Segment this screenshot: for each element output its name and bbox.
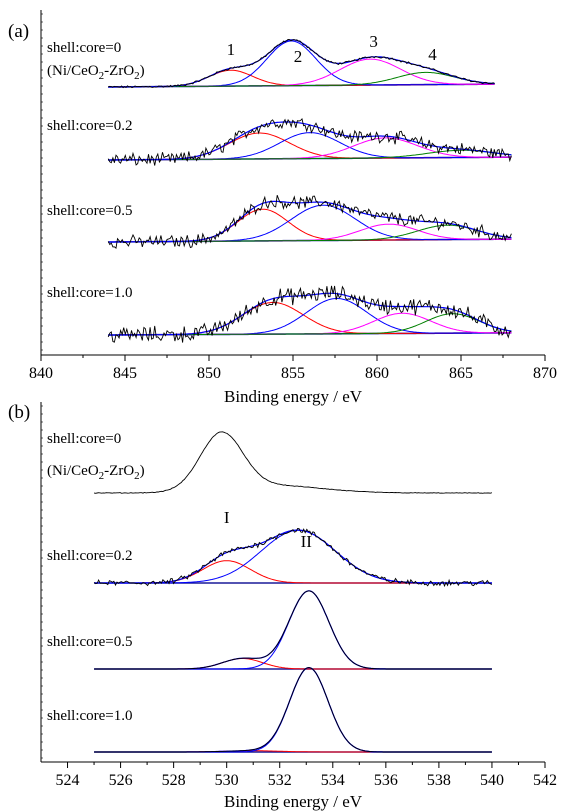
- x-tick-label: 538: [427, 772, 451, 789]
- peak-label-1: 1: [227, 40, 236, 59]
- envelope-fit: [108, 200, 512, 243]
- peak-label-3: 3: [369, 32, 378, 51]
- spectrum-label: shell:core=0.5: [47, 203, 133, 219]
- peak-label-I: I: [224, 508, 230, 527]
- spectrum-4: shell:core=1.0: [47, 666, 492, 753]
- raw-spectrum: [108, 39, 495, 89]
- x-tick-label: 870: [533, 365, 557, 382]
- x-axis-title: Binding energy / eV: [224, 387, 363, 406]
- fit-component-1: [108, 301, 512, 336]
- x-tick-label: 860: [365, 365, 389, 382]
- x-tick-label: 840: [29, 365, 53, 382]
- peak-label-2: 2: [294, 47, 303, 66]
- spectrum-label: shell:core=0.2: [47, 118, 133, 134]
- spectrum-label: shell:core=0: [47, 40, 121, 56]
- x-tick-label: 524: [56, 772, 80, 789]
- panel-label: (b): [8, 402, 30, 423]
- raw-spectrum: [107, 285, 512, 343]
- sample-label: (Ni/CeO2-ZrO2): [47, 63, 145, 82]
- x-tick-label: 530: [215, 772, 239, 789]
- peak-label-II: II: [301, 532, 313, 551]
- fit-component-1: [94, 560, 492, 584]
- panel-b: (b) 524 526 528 530 532 534 536 538 540 542 Binding…: [8, 402, 557, 811]
- spectrum-2: shell:core=0.2: [47, 528, 493, 588]
- sample-label: (Ni/CeO2-ZrO2): [47, 463, 145, 482]
- spectrum-label: shell:core=0.2: [47, 548, 133, 564]
- fit-component-2: [108, 298, 512, 336]
- fit-component-1: [94, 658, 492, 670]
- spectrum-4: shell:core=1.0: [47, 285, 512, 343]
- spectrum-3: shell:core=0.5: [47, 195, 512, 249]
- spectrum-2: shell:core=0.2: [47, 117, 512, 166]
- spectrum-1: shell:core=0 (Ni/CeO2-ZrO2): [47, 39, 495, 89]
- spectrum-label: shell:core=1.0: [47, 285, 133, 301]
- x-tick-label: 526: [109, 772, 133, 789]
- fit-component-2: [94, 667, 492, 753]
- fit-component-2: [94, 529, 492, 584]
- spectrum-1: shell:core=0 (Ni/CeO2-ZrO2): [47, 431, 493, 494]
- envelope-fit: [94, 666, 492, 753]
- spectrum-3: shell:core=0.5: [47, 590, 492, 670]
- fit-component-3: [108, 137, 512, 161]
- spectrum-label: shell:core=0.5: [47, 634, 133, 650]
- spectrum-label: shell:core=1.0: [47, 708, 133, 724]
- raw-spectrum: [94, 590, 492, 670]
- x-tick-label: 865: [449, 365, 473, 382]
- panel-a: (a) 840 845 850 855 860 865 870 Binding energy /…: [8, 10, 557, 406]
- x-axis-title: Binding energy / eV: [224, 792, 363, 811]
- raw-spectrum: [94, 431, 493, 494]
- spectrum-label: shell:core=0: [47, 431, 121, 447]
- x-tick-label: 534: [321, 772, 345, 789]
- x-tick-label: 532: [268, 772, 292, 789]
- envelope-fit: [94, 590, 492, 670]
- x-tick-label: 855: [281, 365, 305, 382]
- raw-spectrum: [94, 667, 492, 753]
- x-tick-label: 850: [197, 365, 221, 382]
- x-tick-label: 528: [162, 772, 186, 789]
- raw-spectrum: [107, 195, 512, 249]
- envelope-fit: [94, 529, 492, 584]
- fit-component-2: [94, 590, 492, 670]
- peak-label-4: 4: [428, 45, 437, 64]
- x-tick-label: 845: [113, 365, 137, 382]
- raw-spectrum: [93, 528, 493, 588]
- x-tick-label: 542: [533, 772, 557, 789]
- raw-spectrum: [107, 117, 512, 166]
- x-tick-label: 540: [480, 772, 504, 789]
- x-tick-label: 536: [374, 772, 398, 789]
- panel-label: (a): [8, 21, 29, 42]
